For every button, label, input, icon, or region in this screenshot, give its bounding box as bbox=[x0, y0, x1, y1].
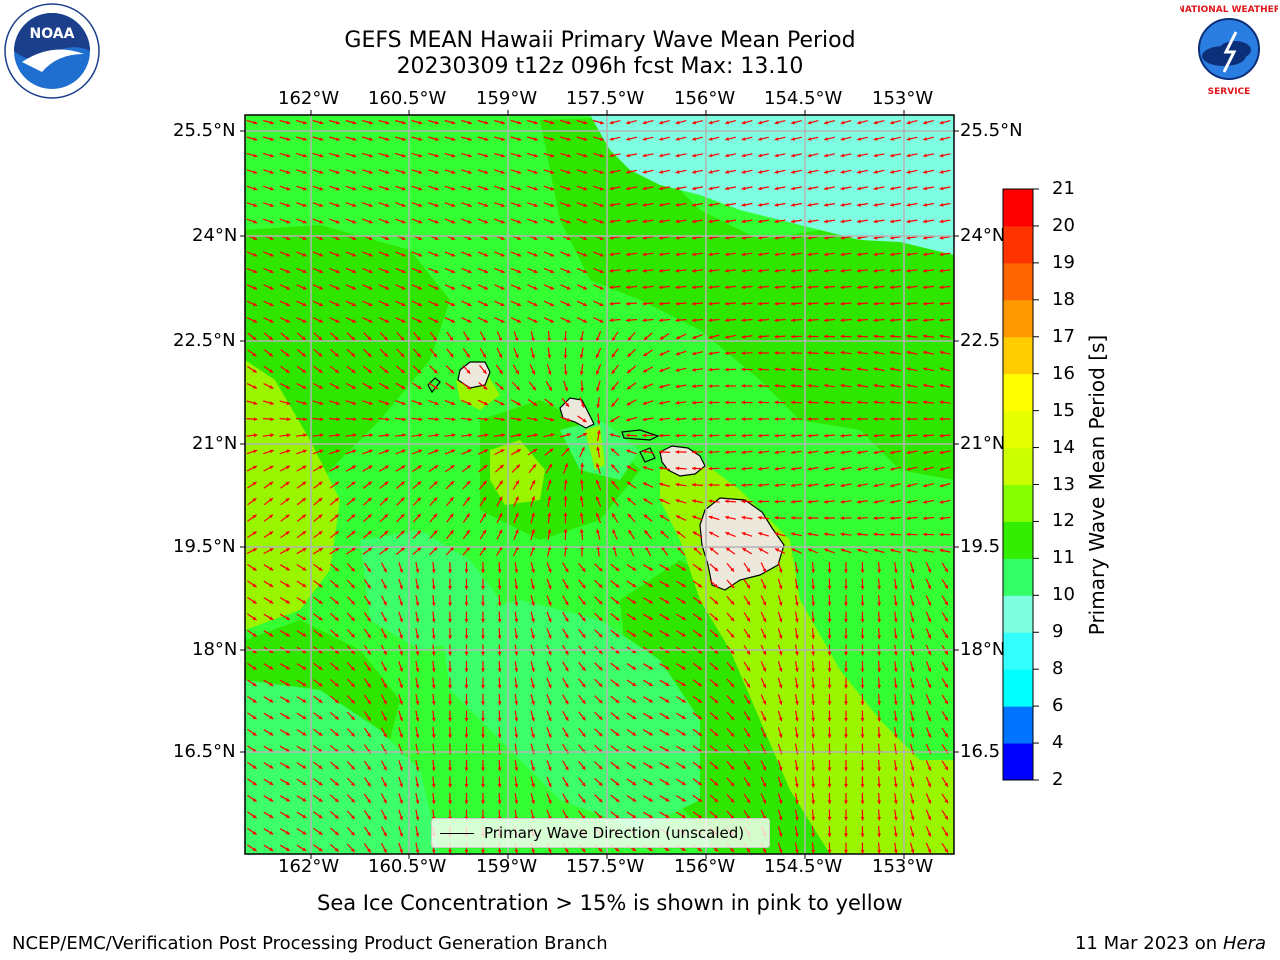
lon-label-bottom: 162°W bbox=[278, 856, 339, 877]
colorbar-segment bbox=[1003, 632, 1033, 669]
colorbar-tick-label: 10 bbox=[1052, 584, 1075, 605]
colorbar-tick-label: 19 bbox=[1052, 252, 1075, 273]
lon-label-top: 154.5°W bbox=[764, 88, 842, 109]
lon-label-bottom: 153°W bbox=[872, 856, 933, 877]
colorbar-tick-label: 2 bbox=[1052, 769, 1063, 790]
colorbar-tick-label: 4 bbox=[1052, 732, 1063, 753]
lat-label-left: 25.5°N bbox=[173, 120, 236, 141]
colorbar-tick-label: 18 bbox=[1052, 289, 1075, 310]
colorbar-segment bbox=[1003, 743, 1033, 780]
lon-label-top: 153°W bbox=[872, 88, 933, 109]
colorbar-segment bbox=[1003, 300, 1033, 337]
lon-label-bottom: 154.5°W bbox=[764, 856, 842, 877]
footer-right: 11 Mar 2023 on Hera bbox=[1075, 933, 1266, 954]
colorbar-segment bbox=[1003, 374, 1033, 411]
lon-label-bottom: 160.5°W bbox=[368, 856, 446, 877]
colorbar-tick-label: 21 bbox=[1052, 178, 1075, 199]
colorbar-segment bbox=[1003, 706, 1033, 743]
colorbar-tick-label: 6 bbox=[1052, 695, 1063, 716]
colorbar-tick-label: 12 bbox=[1052, 510, 1075, 531]
lat-label-right: 18°N bbox=[960, 639, 1005, 660]
colorbar-segment bbox=[1003, 189, 1033, 226]
colorbar-label: Primary Wave Mean Period [s] bbox=[1085, 335, 1109, 636]
colorbar-tick-label: 8 bbox=[1052, 658, 1063, 679]
lat-label-right: 24°N bbox=[960, 225, 1005, 246]
lat-label-left: 18°N bbox=[192, 639, 237, 660]
colorbar-tick-label: 11 bbox=[1052, 547, 1075, 568]
colorbar-segment bbox=[1003, 669, 1033, 706]
lon-label-bottom: 159°W bbox=[476, 856, 537, 877]
colorbar-segment bbox=[1003, 411, 1033, 448]
colorbar-tick-label: 14 bbox=[1052, 437, 1075, 458]
colorbar-segment bbox=[1003, 337, 1033, 374]
colorbar-tick-label: 13 bbox=[1052, 474, 1075, 495]
colorbar-tick-label: 15 bbox=[1052, 400, 1075, 421]
legend-label: Primary Wave Direction (unscaled) bbox=[484, 824, 744, 842]
lon-label-bottom: 157.5°W bbox=[566, 856, 644, 877]
colorbar-segment bbox=[1003, 595, 1033, 632]
lat-label-right: 25.5°N bbox=[960, 120, 1023, 141]
lat-label-right: 16.5 bbox=[960, 741, 1000, 762]
colorbar-segment bbox=[1003, 558, 1033, 595]
lon-label-top: 159°W bbox=[476, 88, 537, 109]
lon-label-top: 160.5°W bbox=[368, 88, 446, 109]
lat-label-left: 24°N bbox=[192, 225, 237, 246]
footer-date: 11 Mar 2023 on bbox=[1075, 933, 1217, 954]
lat-label-right: 21°N bbox=[960, 433, 1005, 454]
footer-machine: Hera bbox=[1223, 933, 1266, 954]
lat-label-left: 16.5°N bbox=[173, 741, 236, 762]
lat-label-right: 19.5 bbox=[960, 536, 1000, 557]
sea-ice-note: Sea Ice Concentration > 15% is shown in … bbox=[317, 891, 903, 915]
colorbar-tick-label: 16 bbox=[1052, 363, 1075, 384]
lon-label-top: 156°W bbox=[674, 88, 735, 109]
legend-line-swatch bbox=[440, 833, 474, 834]
lon-label-top: 157.5°W bbox=[566, 88, 644, 109]
lon-label-top: 162°W bbox=[278, 88, 339, 109]
colorbar bbox=[1003, 189, 1039, 781]
lat-label-left: 19.5°N bbox=[173, 536, 236, 557]
colorbar-segment bbox=[1003, 521, 1033, 558]
map-legend: Primary Wave Direction (unscaled) bbox=[431, 818, 770, 848]
colorbar-tick-label: 20 bbox=[1052, 215, 1075, 236]
colorbar-segment bbox=[1003, 226, 1033, 263]
colorbar-segment bbox=[1003, 263, 1033, 300]
lon-label-bottom: 156°W bbox=[674, 856, 735, 877]
lat-label-left: 21°N bbox=[192, 433, 237, 454]
footer-left: NCEP/EMC/Verification Post Processing Pr… bbox=[12, 933, 608, 954]
colorbar-segment bbox=[1003, 448, 1033, 485]
colorbar-tick-label: 9 bbox=[1052, 621, 1063, 642]
lat-label-left: 22.5°N bbox=[173, 330, 236, 351]
lat-label-right: 22.5 bbox=[960, 330, 1000, 351]
colorbar-tick-label: 17 bbox=[1052, 326, 1075, 347]
colorbar-segment bbox=[1003, 485, 1033, 522]
